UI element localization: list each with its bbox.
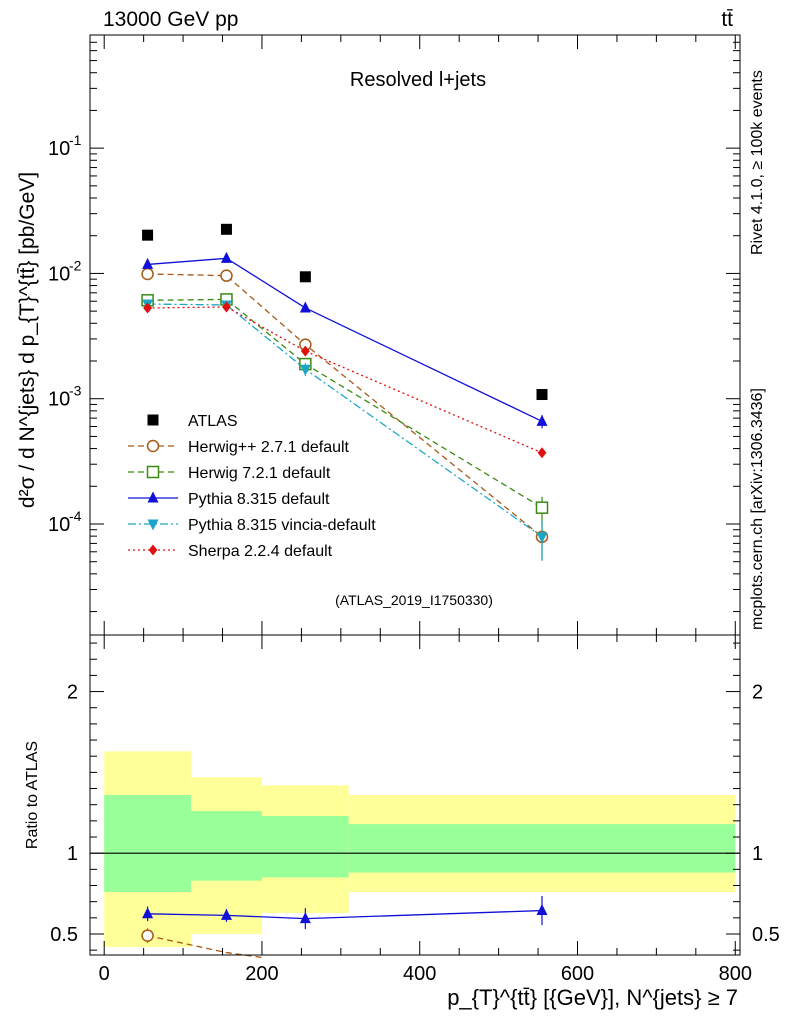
legend-marker <box>147 491 159 503</box>
ratio-plot: 0.5 0.51 12 2 0 200 400 600 800 Ratio to ATLAS … <box>24 634 780 1010</box>
x-tick-label: 400 <box>403 963 436 985</box>
data-point <box>220 251 232 263</box>
y-tick-label: 10 <box>48 263 70 285</box>
series-line <box>147 273 543 538</box>
energy-label: 13000 GeV pp <box>103 8 238 31</box>
uncertainty-band-inner <box>261 816 349 878</box>
legend-label: ATLAS <box>188 413 238 430</box>
y-tick-exponent: -1 <box>69 132 82 148</box>
data-point <box>536 414 548 426</box>
legend-label: Pythia 8.315 vincia-default <box>188 517 376 534</box>
ratio-series-line <box>147 909 543 920</box>
legend-marker <box>147 414 159 426</box>
series-line <box>147 306 543 454</box>
data-point <box>537 447 547 459</box>
main-panel-title: Resolved l+jets <box>350 69 486 91</box>
data-point <box>536 389 548 401</box>
legend-label: Herwig++ 2.7.1 default <box>188 439 350 456</box>
data-point <box>300 345 310 357</box>
x-tick-label: 200 <box>245 963 278 985</box>
series-line <box>147 257 543 422</box>
data-point <box>220 269 233 282</box>
y-tick-label: 10 <box>48 138 70 160</box>
data-point <box>299 301 311 313</box>
ratio-data-point <box>142 907 154 919</box>
data-point <box>299 271 311 283</box>
legend-marker <box>147 519 159 531</box>
y-tick-label: 10 <box>48 389 70 411</box>
legend-label: Pythia 8.315 default <box>188 491 330 508</box>
rivet-version-label: Rivet 4.1.0, ≥ 100k events <box>749 70 766 255</box>
mcplots-label: mcplots.cern.ch [arXiv:1306.3436] <box>749 388 766 630</box>
ratio-y-tick-label-right: 0.5 <box>752 924 780 946</box>
analysis-tag: (ATLAS_2019_I1750330) <box>335 592 493 608</box>
legend-marker <box>148 544 158 556</box>
legend-marker <box>146 439 160 453</box>
data-point <box>222 301 231 313</box>
ratio-y-tick-label: 1 <box>67 843 78 865</box>
ratio-data-point <box>220 908 232 920</box>
ratio-data-point <box>536 904 548 916</box>
ratio-data-point <box>299 912 311 924</box>
x-tick-label: 800 <box>719 963 752 985</box>
data-point <box>142 229 154 241</box>
ratio-series-line <box>147 934 263 959</box>
main-y-axis-label: d²σ / d N^{jets} d p_{T}^{tt̄} [pb/GeV] <box>16 172 39 508</box>
legend: ATLAS Herwig++ 2.7.1 default Herwig 7.2.1 … <box>128 413 376 560</box>
ratio-data-point <box>141 929 154 942</box>
y-tick-exponent: -4 <box>69 508 82 524</box>
uncertainty-band-inner <box>190 811 262 881</box>
process-label: tt̄ <box>721 8 733 31</box>
ratio-y-tick-label: 2 <box>67 682 78 704</box>
data-point <box>142 257 154 269</box>
data-point <box>535 501 549 514</box>
data-point <box>299 364 311 376</box>
uncertainty-band-inner <box>348 824 736 873</box>
y-tick-exponent: -2 <box>69 257 82 273</box>
data-point <box>220 223 232 235</box>
y-tick-exponent: -3 <box>69 383 82 399</box>
series-line <box>147 303 543 538</box>
x-tick-label: 600 <box>561 963 594 985</box>
data-point <box>141 267 154 281</box>
x-axis-label: p_{T}^{tt̄} [{GeV}], N^{jets} ≥ 7 <box>447 985 738 1010</box>
ratio-frame <box>89 634 741 956</box>
main-plot: 10-110-210-310-4 Resolved l+jets (ATLAS_… <box>16 34 741 636</box>
x-tick-label: 0 <box>99 963 110 985</box>
uncertainty-band-inner <box>104 795 191 892</box>
data-point <box>536 532 548 544</box>
ratio-y-axis-label: Ratio to ATLAS <box>24 741 41 849</box>
ratio-y-tick-label-right: 2 <box>752 682 763 704</box>
y-tick-label: 10 <box>48 514 70 536</box>
ratio-y-tick-label: 0.5 <box>50 924 78 946</box>
ratio-y-tick-label-right: 1 <box>752 843 763 865</box>
data-point <box>143 302 152 314</box>
legend-label: Herwig 7.2.1 default <box>188 465 331 482</box>
legend-marker <box>146 465 160 479</box>
legend-label: Sherpa 2.2.4 default <box>188 543 333 560</box>
